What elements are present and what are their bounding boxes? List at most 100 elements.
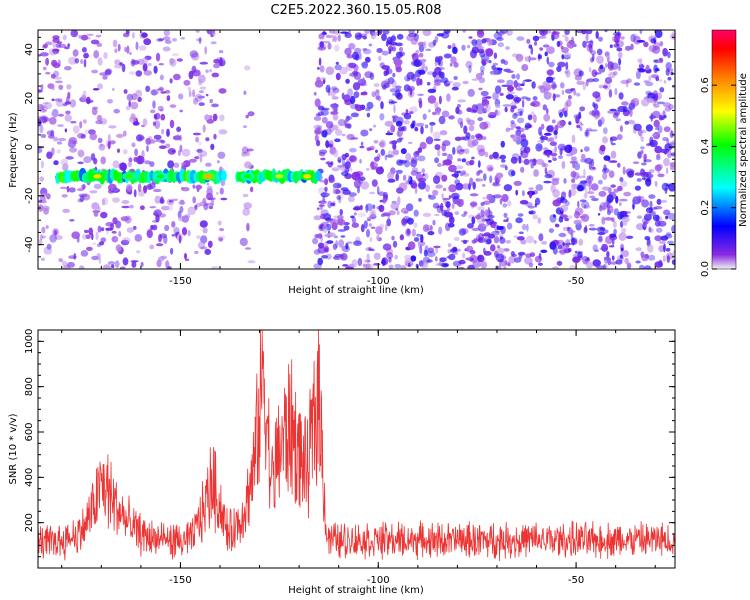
spectrogram-noise-blob [544,167,548,175]
spectrogram-noise-blob [630,99,636,108]
spectrogram-noise-blob [503,248,510,252]
snr-ylabel: SNR (10 * v/v) [8,413,19,484]
spectrogram-noise-blob [470,110,478,114]
spectrogram-noise-blob [653,119,660,128]
spectrogram-noise-blob [435,184,443,189]
spectrogram-noise-blob [492,92,499,101]
spectrogram-noise-blob [521,64,529,72]
spectrogram-noise-blob [618,51,623,59]
spectrogram-noise-blob [126,93,134,101]
spectrogram-noise-blob [382,84,387,90]
spectrogram-noise-blob [187,206,196,215]
spectrogram-noise-blob [358,52,362,60]
spectrogram-noise-blob [64,114,72,122]
spectrogram-noise-blob [544,51,548,57]
spectrogram-noise-blob [204,46,207,55]
spectrogram-noise-blob [494,230,501,233]
spectrogram-noise-blob [81,47,87,53]
spectrogram-noise-blob [636,178,642,182]
spectrogram-noise-blob [605,62,608,69]
spectrogram-noise-blob [452,260,462,267]
spectrogram-noise-blob [150,89,159,96]
spectrogram-noise-blob [77,188,85,192]
spectrogram-noise-blob [608,245,615,248]
spectrogram-x-tick-label: -50 [568,276,584,287]
spectrogram-noise-blob [38,148,43,154]
spectrogram-noise-blob [345,242,349,250]
spectrogram-noise-blob [669,162,675,168]
spectrogram-noise-blob [546,108,549,115]
spectrogram-noise-blob [218,129,228,135]
spectrogram-noise-blob [352,51,359,60]
spectrogram-noise-blob [455,165,464,170]
spectrogram-noise-blob [578,111,581,116]
spectrogram-noise-blob [166,95,171,102]
spectrogram-noise-blob [458,266,465,269]
spectrogram-noise-blob [571,238,578,245]
spectrogram-noise-blob [552,199,561,207]
spectrogram-noise-blob [640,146,645,150]
spectrogram-noise-blob [601,243,609,252]
spectrogram-noise-blob [192,89,196,98]
spectrogram-noise-blob [154,195,161,204]
spectrogram-noise-blob [605,198,610,207]
spectrogram-noise-blob [447,249,452,254]
spectrogram-noise-blob [360,129,369,137]
spectrogram-noise-blob [654,180,658,187]
spectrogram-noise-blob [499,92,504,96]
spectrogram-noise-blob [152,224,158,231]
spectrogram-noise-blob [500,260,508,267]
spectrogram-noise-blob [52,42,56,48]
spectrogram-noise-blob [537,140,545,143]
spectrogram-noise-blob [163,30,170,37]
spectrogram-noise-blob [167,160,175,169]
spectrogram-noise-blob [604,217,613,221]
spectrogram-noise-blob [640,136,644,143]
spectrogram-noise-blob [320,234,323,243]
spectrogram-noise-blob [197,152,202,157]
spectrogram-noise-blob [505,94,514,100]
spectrogram-noise-blob [427,88,437,94]
spectrogram-noise-blob [422,113,427,120]
spectrogram-noise-blob [564,70,569,75]
spectrogram-noise-blob [56,149,61,154]
spectrogram-noise-blob [667,76,672,81]
spectrogram-noise-blob [187,86,192,92]
spectrogram-noise-blob [346,54,354,59]
spectrogram-noise-blob [601,216,606,225]
spectrogram-noise-blob [82,119,87,124]
spectrogram-noise-blob [360,224,365,233]
spectrogram-noise-blob [407,175,411,182]
spectrogram-noise-blob [612,220,617,229]
spectrogram-noise-blob [533,41,538,46]
spectrogram-noise-blob [648,75,651,82]
spectrogram-noise-blob [126,45,130,54]
spectrogram-noise-blob [330,111,339,115]
spectrogram-noise-blob [436,33,445,37]
spectrogram-noise-blob [160,113,166,121]
spectrogram-noise-blob [86,96,91,105]
spectrogram-noise-blob [408,89,415,98]
spectrogram-noise-blob [663,243,666,253]
spectrogram-noise-blob [475,103,485,111]
spectrogram-noise-blob [411,53,416,57]
spectrogram-noise-blob [670,152,675,157]
spectrogram-noise-blob [592,101,596,108]
spectrogram-noise-blob [371,179,378,187]
spectrogram-noise-blob [110,188,119,192]
spectrogram-noise-blob [558,216,564,223]
spectrogram-noise-blob [558,155,563,160]
spectrogram-noise-blob [561,89,565,95]
spectrogram-noise-blob [85,234,91,240]
spectrogram-noise-blob [583,204,591,209]
spectrogram-noise-blob [373,124,377,128]
spectrogram-noise-blob [83,58,87,68]
spectrogram-noise-blob [212,113,218,122]
spectrogram-noise-blob [211,30,216,37]
spectrogram-noise-blob [493,52,498,59]
spectrogram-noise-blob [510,156,518,164]
spectrogram-noise-blob [114,48,118,54]
spectrogram-noise-blob [353,179,362,189]
spectrogram-noise-blob [369,209,377,218]
spectrogram-noise-blob [173,227,180,234]
